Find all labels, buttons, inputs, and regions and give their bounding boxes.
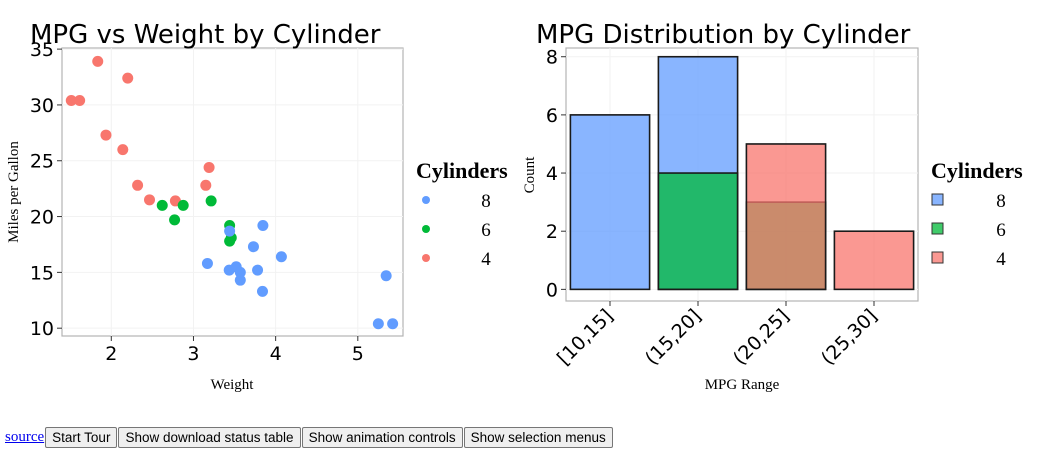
scatter-title: MPG vs Weight by Cylinder [30, 20, 381, 50]
histogram-legend-key-6[interactable] [931, 222, 944, 235]
scatter-plot-panel [61, 47, 404, 337]
scatter-point-cyl-4[interactable] [200, 179, 212, 191]
scatter-y-tick-label: 15 [30, 262, 54, 284]
histogram-y-tick-label: 0 [546, 279, 558, 301]
scatter-legend-label-8[interactable]: 8 [481, 191, 491, 212]
scatter-legend-label-4[interactable]: 4 [481, 249, 491, 270]
histogram-legend-label-4[interactable]: 4 [996, 249, 1006, 270]
histogram-x-tick-label: (15,20] [641, 305, 706, 370]
scatter-x-tick-label: 4 [270, 343, 282, 365]
scatter-x-tick-label: 2 [105, 343, 117, 365]
scatter-point-cyl-6[interactable] [169, 214, 181, 226]
histogram-title: MPG Distribution by Cylinder [536, 20, 911, 50]
scatter-point-cyl-8[interactable] [234, 266, 246, 278]
scatter-y-tick-label: 20 [30, 207, 54, 229]
histogram-y-tick-label: 2 [546, 221, 558, 243]
histogram-legend-key-4[interactable] [931, 251, 944, 264]
show-selection-menus-button[interactable]: Show selection menus [463, 427, 613, 448]
scatter-point-cyl-8[interactable] [372, 318, 384, 330]
scatter-point-cyl-8[interactable] [252, 264, 264, 276]
scatter-legend-key-6[interactable] [422, 225, 430, 233]
start-tour-button[interactable]: Start Tour [45, 427, 118, 448]
scatter-legend-title: Cylinders [416, 158, 508, 183]
scatter-legend-key-4[interactable] [422, 254, 430, 262]
show-animation-controls-button[interactable]: Show animation controls [301, 427, 463, 448]
histogram-x-tick-label: (25,30] [817, 305, 882, 370]
source-link[interactable]: source [5, 429, 45, 445]
scatter-point-cyl-4[interactable] [92, 55, 104, 67]
scatter-point-cyl-6[interactable] [156, 199, 168, 211]
histogram-y-tick-label: 8 [546, 47, 558, 69]
scatter-point-cyl-4[interactable] [65, 94, 77, 106]
scatter-point-cyl-8[interactable] [275, 251, 287, 263]
scatter-x-axis-label: Weight [211, 377, 255, 393]
scatter-y-tick-label: 25 [30, 151, 54, 173]
scatter-point-cyl-4[interactable] [203, 161, 215, 173]
scatter-point-cyl-4[interactable] [122, 72, 134, 84]
scatter-point-cyl-8[interactable] [234, 274, 246, 286]
scatter-point-cyl-8[interactable] [257, 219, 269, 231]
histogram-y-tick-label: 6 [546, 105, 558, 127]
scatter-point-cyl-8[interactable] [387, 318, 399, 330]
histogram-legend: Cylinders 8 6 4 [931, 158, 1023, 270]
scatter-point-cyl-8[interactable] [247, 241, 259, 253]
histogram-legend-label-8[interactable]: 8 [996, 191, 1006, 212]
scatter-y-tick-label: 30 [30, 95, 54, 117]
scatter-point-cyl-4[interactable] [144, 194, 156, 206]
scatter-chart: 2 3 4 5 10 15 20 25 30 35 MPG vs Weight by Cylin… [6, 20, 508, 393]
histogram-x-tick-label: (20,25] [729, 305, 794, 370]
animint-toolbar: source Start Tour Show download status t… [5, 427, 614, 448]
histogram-bar-cyl-4[interactable] [833, 230, 915, 291]
scatter-x-tick-label: 3 [187, 343, 199, 365]
scatter-x-tick-label: 5 [352, 343, 364, 365]
histogram-y-tick-label: 4 [546, 163, 558, 185]
histogram-legend-title: Cylinders [931, 158, 1023, 183]
scatter-point-cyl-6[interactable] [177, 199, 189, 211]
scatter-point-cyl-8[interactable] [380, 270, 392, 282]
scatter-y-tick-label: 10 [30, 318, 54, 340]
scatter-legend-key-8[interactable] [422, 196, 430, 204]
histogram-x-axis-label: MPG Range [705, 377, 780, 393]
histogram-bar-cyl-8[interactable] [569, 114, 651, 291]
histogram-legend-label-6[interactable]: 6 [996, 220, 1006, 241]
scatter-legend-label-6[interactable]: 6 [481, 220, 491, 241]
scatter-point-cyl-8[interactable] [256, 285, 268, 297]
scatter-point-cyl-8[interactable] [224, 225, 236, 237]
scatter-point-cyl-4[interactable] [132, 179, 144, 191]
scatter-y-tick-label: 35 [30, 39, 54, 61]
histogram-bar-cyl-4[interactable] [745, 143, 827, 291]
scatter-y-axis-label: Miles per Gallon [6, 141, 22, 243]
scatter-point-cyl-4[interactable] [117, 144, 129, 156]
histogram-legend-key-8[interactable] [931, 193, 944, 206]
show-download-status-button[interactable]: Show download status table [118, 427, 301, 448]
scatter-point-cyl-6[interactable] [205, 195, 217, 207]
scatter-point-cyl-4[interactable] [74, 94, 86, 106]
histogram-chart: [10,15] (15,20] (20,25] (25,30] 0 2 4 6 8 MPG D… [522, 20, 1023, 393]
scatter-point-cyl-4[interactable] [100, 129, 112, 141]
scatter-legend: Cylinders 8 6 4 [416, 158, 508, 270]
histogram-x-tick-label: [10,15] [553, 305, 618, 370]
scatter-point-cyl-8[interactable] [201, 257, 213, 269]
histogram-y-axis-label: Count [522, 156, 538, 194]
histogram-bar-cyl-6[interactable] [657, 172, 739, 291]
